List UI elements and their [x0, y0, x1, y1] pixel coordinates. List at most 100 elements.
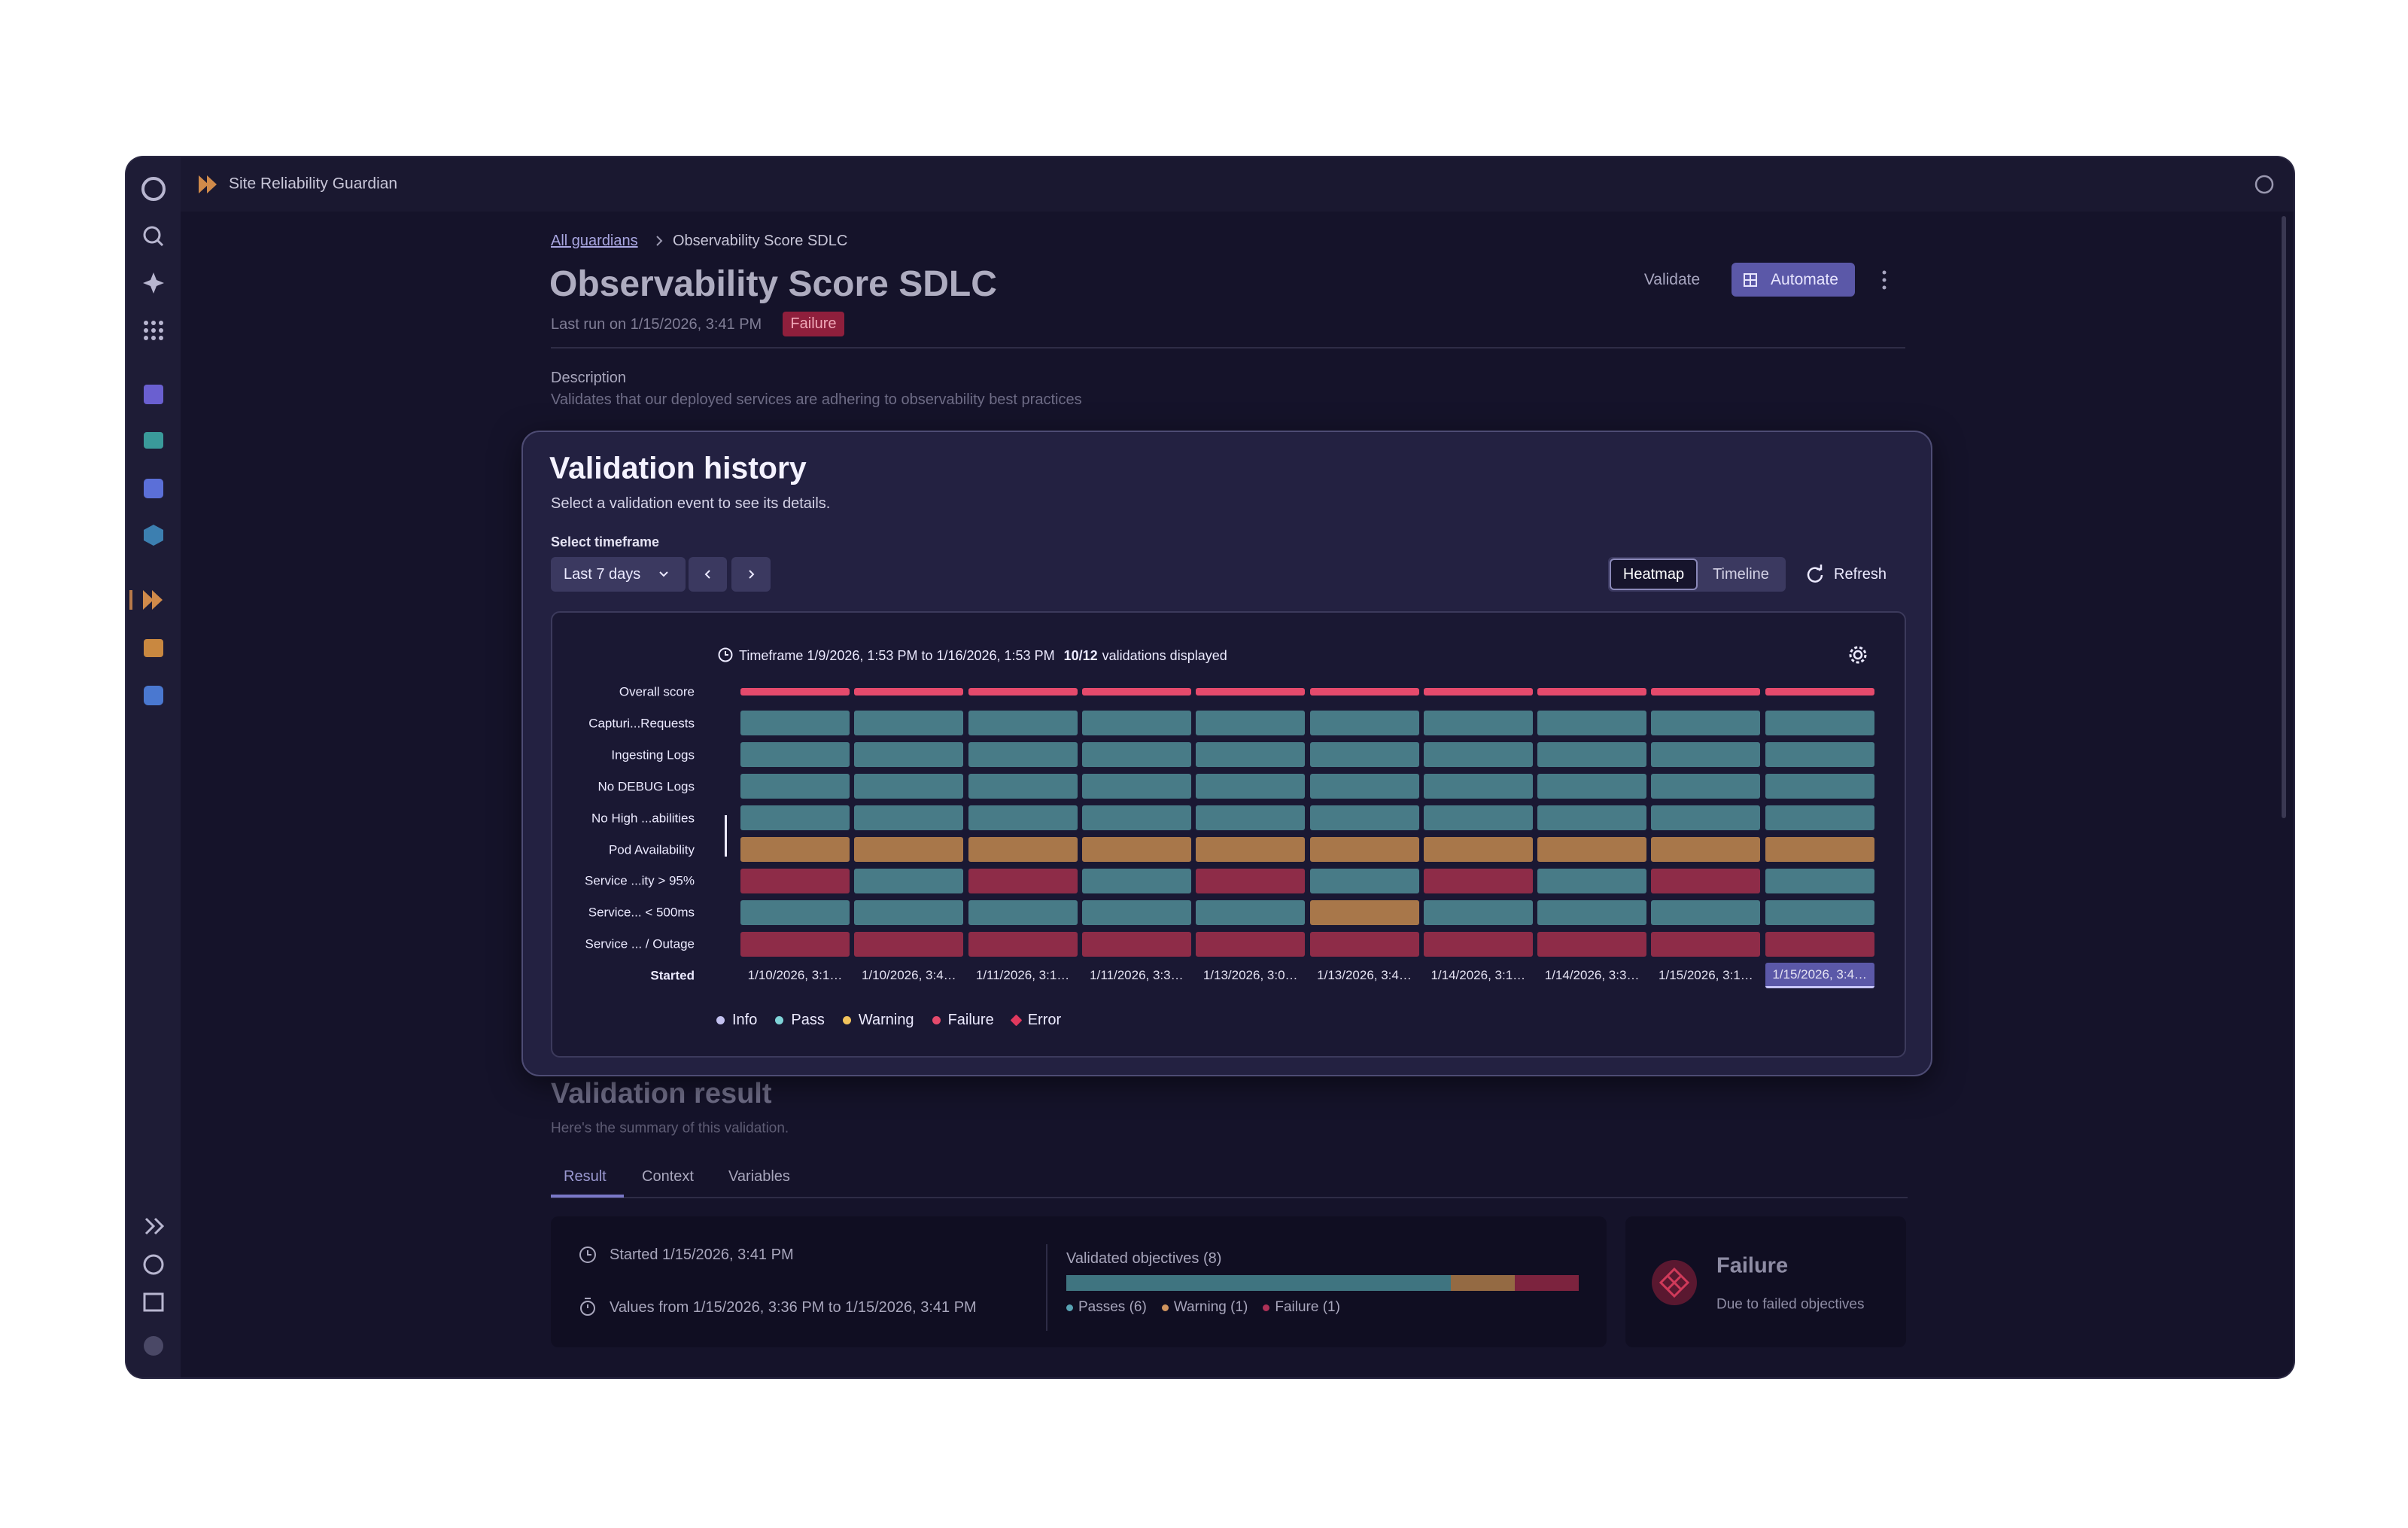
heatmap-cell[interactable] [740, 711, 850, 736]
heatmap-cell[interactable] [1765, 837, 1874, 862]
started-label[interactable]: 1/11/2026, 3:1… [975, 968, 1070, 983]
app-icon[interactable] [144, 385, 163, 404]
heatmap-cell[interactable] [740, 742, 850, 768]
heatmap-cell[interactable] [1196, 837, 1306, 862]
heatmap-cell[interactable] [1537, 899, 1647, 925]
heatmap-cell[interactable] [854, 774, 964, 799]
heatmap-cell[interactable] [740, 688, 850, 696]
heatmap-cell[interactable] [968, 805, 1078, 831]
started-label[interactable]: 1/14/2026, 3:3… [1544, 968, 1640, 983]
started-label[interactable]: 1/15/2026, 3:4… [1765, 963, 1874, 989]
heatmap-cell[interactable] [1309, 868, 1419, 893]
heatmap-cell[interactable] [968, 837, 1078, 862]
heatmap-cell[interactable] [1196, 742, 1306, 768]
more-menu[interactable] [1878, 268, 1890, 292]
heatmap-cell[interactable] [740, 899, 850, 925]
started-label[interactable]: 1/10/2026, 3:4… [861, 968, 956, 983]
app-icon[interactable] [143, 590, 163, 610]
heatmap-cell[interactable] [1765, 805, 1874, 831]
heatmap-cell[interactable] [1423, 805, 1533, 831]
heatmap-cell[interactable] [1309, 931, 1419, 957]
refresh-button[interactable]: Refresh [1834, 566, 1887, 583]
heatmap-cell[interactable] [1765, 688, 1874, 696]
settings-button[interactable] [1848, 645, 1868, 665]
heatmap-cell[interactable] [1196, 774, 1306, 799]
heatmap-cell[interactable] [968, 711, 1078, 736]
heatmap-cell[interactable] [1423, 688, 1533, 696]
heatmap-cell[interactable] [1081, 899, 1191, 925]
heatmap-cell[interactable] [1765, 742, 1874, 768]
heatmap-cell[interactable] [1196, 899, 1306, 925]
heatmap-cell[interactable] [1537, 774, 1647, 799]
prev-button[interactable] [689, 557, 727, 592]
heatmap-cell[interactable] [740, 805, 850, 831]
help-button[interactable] [2254, 175, 2274, 194]
apps-icon[interactable] [144, 321, 163, 340]
heatmap-cell[interactable] [1196, 688, 1306, 696]
heatmap-cell[interactable] [1423, 711, 1533, 736]
heatmap-cell[interactable] [1765, 931, 1874, 957]
heatmap-cell[interactable] [1196, 868, 1306, 893]
heatmap-cell[interactable] [1651, 711, 1761, 736]
heatmap-cell[interactable] [1196, 711, 1306, 736]
heatmap-cell[interactable] [1081, 774, 1191, 799]
chart-icon[interactable] [143, 1292, 164, 1312]
tab[interactable]: Result [564, 1168, 607, 1185]
heatmap-cell[interactable] [1081, 931, 1191, 957]
heatmap-cell[interactable] [740, 774, 850, 799]
next-button[interactable] [731, 557, 771, 592]
heatmap-cell[interactable] [1081, 837, 1191, 862]
heatmap-cell[interactable] [1423, 837, 1533, 862]
heatmap-cell[interactable] [1651, 688, 1761, 696]
heatmap-cell[interactable] [1651, 899, 1761, 925]
heatmap-cell[interactable] [1309, 805, 1419, 831]
expand-icon[interactable] [144, 1217, 165, 1235]
heatmap-cell[interactable] [968, 742, 1078, 768]
heatmap-cell[interactable] [1081, 805, 1191, 831]
heatmap-cell[interactable] [1537, 711, 1647, 736]
heatmap-cell[interactable] [1081, 711, 1191, 736]
heatmap-cell[interactable] [1423, 742, 1533, 768]
heatmap-cell[interactable] [1537, 742, 1647, 768]
heatmap-cell[interactable] [1309, 711, 1419, 736]
heatmap-cell[interactable] [1423, 868, 1533, 893]
heatmap-cell[interactable] [1423, 931, 1533, 957]
tab[interactable]: Context [642, 1168, 694, 1185]
heatmap-cell[interactable] [1651, 931, 1761, 957]
breadcrumb-link[interactable]: All guardians [551, 233, 638, 249]
help-icon[interactable] [143, 1254, 164, 1275]
app-icon[interactable] [144, 479, 163, 498]
view-option[interactable]: Heatmap [1610, 559, 1698, 590]
heatmap-cell[interactable] [854, 868, 964, 893]
heatmap-cell[interactable] [1651, 742, 1761, 768]
heatmap-cell[interactable] [1765, 868, 1874, 893]
validate-button[interactable]: Validate [1643, 271, 1701, 288]
heatmap-cell[interactable] [854, 837, 964, 862]
app-icon[interactable] [144, 432, 163, 449]
heatmap-cell[interactable] [740, 837, 850, 862]
heatmap-cell[interactable] [1309, 688, 1419, 696]
started-label[interactable]: 1/10/2026, 3:1… [747, 968, 843, 983]
heatmap-cell[interactable] [1081, 868, 1191, 893]
heatmap-cell[interactable] [1765, 899, 1874, 925]
heatmap-cell[interactable] [1196, 805, 1306, 831]
app-icon[interactable] [144, 525, 163, 546]
heatmap-cell[interactable] [1765, 774, 1874, 799]
app-icon[interactable] [144, 639, 163, 657]
heatmap-cell[interactable] [1309, 899, 1419, 925]
heatmap-cell[interactable] [1651, 868, 1761, 893]
heatmap-cell[interactable] [1196, 931, 1306, 957]
started-label[interactable]: 1/14/2026, 3:1… [1431, 968, 1526, 983]
heatmap-cell[interactable] [1537, 688, 1647, 696]
heatmap-cell[interactable] [968, 899, 1078, 925]
heatmap-cell[interactable] [968, 774, 1078, 799]
heatmap-cell[interactable] [1537, 931, 1647, 957]
heatmap-cell[interactable] [1537, 805, 1647, 831]
ai-icon[interactable] [143, 272, 164, 294]
heatmap-cell[interactable] [1651, 805, 1761, 831]
started-label[interactable]: 1/15/2026, 3:1… [1659, 968, 1753, 983]
search-icon[interactable] [143, 226, 161, 244]
heatmap-cell[interactable] [968, 868, 1078, 893]
heatmap-cell[interactable] [1309, 837, 1419, 862]
heatmap-cell[interactable] [1423, 899, 1533, 925]
